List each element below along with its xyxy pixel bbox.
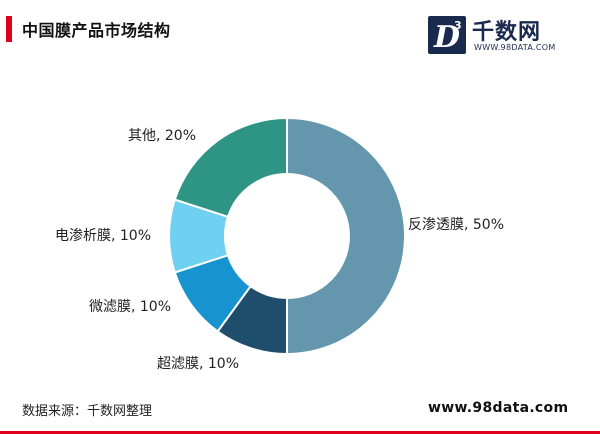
title-accent-bar: [6, 16, 12, 42]
slice-label-5: 其他, 20%: [128, 128, 196, 144]
slice-label-3: 微滤膜, 10%: [89, 299, 171, 315]
donut-slice-5: [173, 116, 288, 219]
brand-logo: D 3 千数网 WWW.98DATA.COM: [428, 14, 578, 58]
logo-mark-letter: D: [433, 20, 460, 54]
slice-label-2: 超滤膜, 10%: [157, 356, 239, 372]
page-title: 中国膜产品市场结构: [22, 21, 171, 40]
donut-slice-1: [286, 116, 406, 356]
logo-url: WWW.98DATA.COM: [474, 43, 556, 52]
website-url: www.98data.com: [428, 400, 569, 416]
logo-mark-superscript: 3: [454, 19, 462, 32]
slice-label-4: 电渗析膜, 10%: [55, 228, 151, 244]
data-source-note: 数据来源：千数网整理: [22, 404, 153, 419]
bottom-accent-line: [0, 431, 600, 434]
slice-label-1: 反渗透膜, 50%: [408, 217, 504, 233]
logo-name: 千数网: [472, 20, 542, 45]
d3-logo-icon: D 3: [428, 16, 466, 54]
